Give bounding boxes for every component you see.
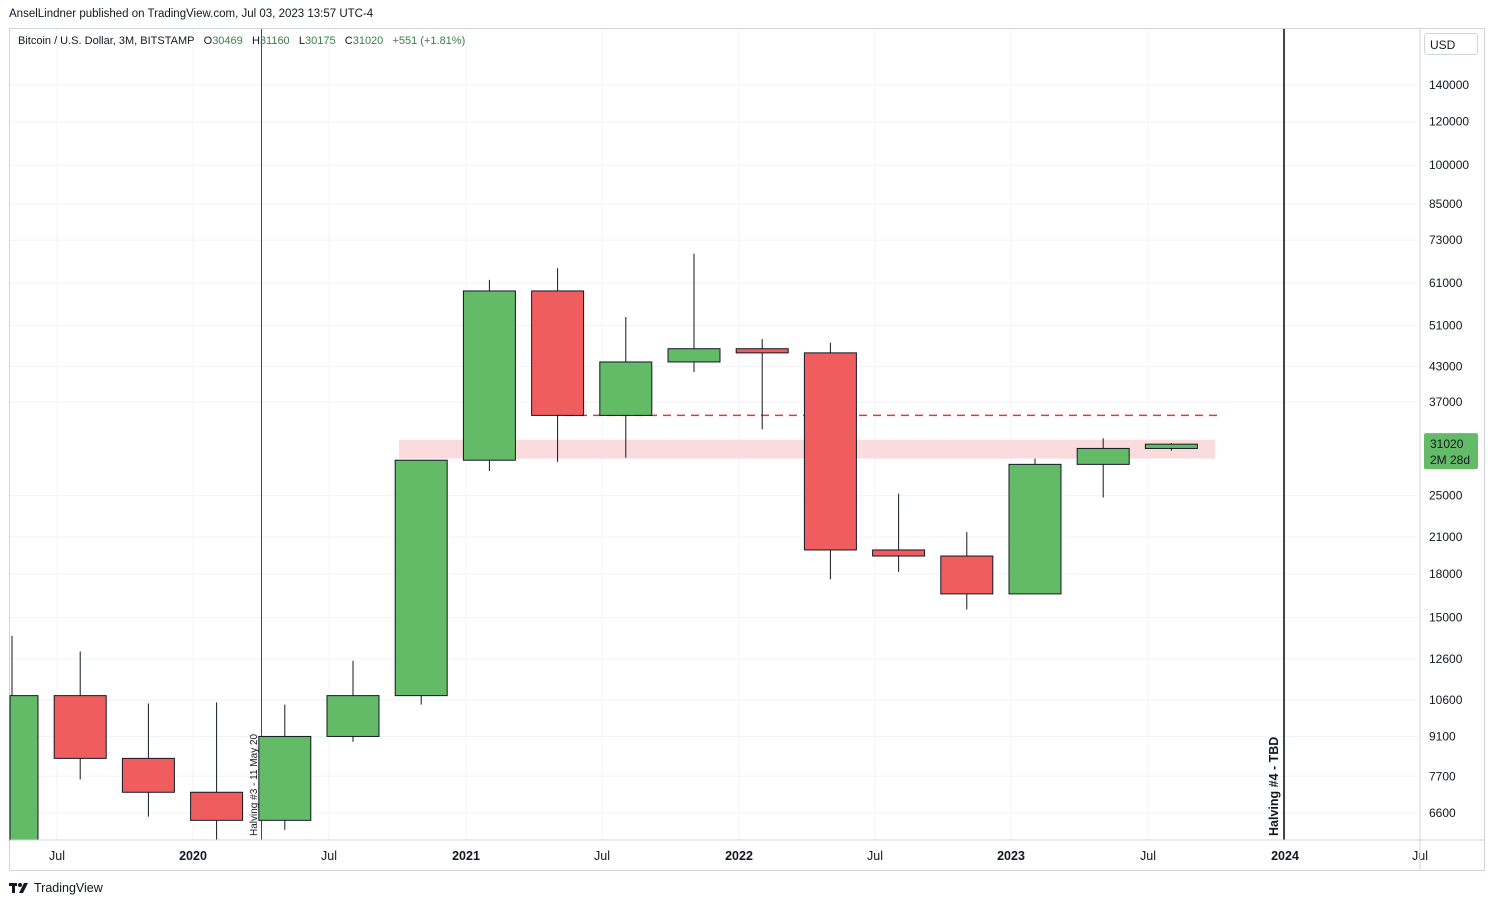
candle-body <box>735 348 789 354</box>
candle <box>326 660 380 742</box>
candle-body <box>803 352 857 551</box>
y-tick-label: 120000 <box>1429 115 1469 129</box>
y-tick-label: 6600 <box>1429 806 1456 820</box>
open-value: 30469 <box>212 35 243 47</box>
x-tick-label: Jul <box>321 849 337 863</box>
x-tick-label: 2024 <box>1271 849 1299 863</box>
high-value: 31160 <box>259 35 290 47</box>
candle-body <box>1008 463 1062 595</box>
open-label: O <box>203 35 213 47</box>
low-label: L <box>298 35 305 47</box>
x-tick-label: Jul <box>49 849 65 863</box>
y-tick-label: 12600 <box>1429 652 1463 666</box>
candle-body <box>53 695 107 759</box>
footer-brand-label: TradingView <box>34 881 103 895</box>
candle-body <box>667 348 721 363</box>
candle <box>531 268 585 462</box>
price-tag <box>1424 433 1478 470</box>
candle <box>1008 458 1062 595</box>
halving-4-label: Halving #4 - TBD <box>1267 737 1281 836</box>
candle <box>462 279 516 472</box>
candle-body <box>258 735 312 821</box>
candle <box>599 316 653 458</box>
y-tick-label: 43000 <box>1429 359 1463 373</box>
candle <box>872 493 926 572</box>
countdown-label: 2M 28d <box>1430 453 1470 467</box>
low-value: 30175 <box>304 35 336 47</box>
close-label: C <box>344 35 353 47</box>
high-label: H <box>251 35 260 47</box>
candle <box>394 459 448 705</box>
candle-body <box>190 791 244 821</box>
current-price-label: 31020 <box>1430 437 1464 451</box>
candle <box>667 253 721 372</box>
x-tick-label: 2023 <box>997 849 1025 863</box>
currency-button[interactable]: USD <box>1424 33 1478 55</box>
footer-brand[interactable]: TradingView <box>9 881 103 895</box>
candle <box>735 339 789 430</box>
halving-3-label: Halving #3 - 11 May 20 <box>249 733 260 836</box>
candle-body <box>9 695 39 841</box>
candle <box>121 703 175 817</box>
candle-body <box>940 555 994 595</box>
candle <box>258 704 312 830</box>
x-tick-label: Jul <box>1140 849 1156 863</box>
y-tick-label: 21000 <box>1429 530 1463 544</box>
change-value: +551 (+1.81%) <box>392 35 466 47</box>
candle-body <box>531 290 585 416</box>
candle-body <box>462 290 516 461</box>
y-tick-label: 25000 <box>1429 489 1463 503</box>
candle-body <box>1144 443 1198 449</box>
y-tick-label: 7700 <box>1429 769 1456 783</box>
candle <box>803 342 857 580</box>
symbol-name: Bitcoin / U.S. Dollar, 3M, BITSTAMP <box>18 35 195 47</box>
candle-body <box>394 459 448 697</box>
chart-frame[interactable] <box>9 28 1485 871</box>
y-tick-label: 18000 <box>1429 567 1463 581</box>
candle <box>190 702 244 840</box>
x-tick-label: 2021 <box>452 849 480 863</box>
published-info: AnselLindner published on TradingView.co… <box>9 8 374 20</box>
candle <box>53 651 107 780</box>
candle-body <box>121 757 175 793</box>
candle-body <box>1076 447 1130 465</box>
y-tick-label: 51000 <box>1429 319 1463 333</box>
x-tick-label: 2020 <box>179 849 207 863</box>
candle <box>1144 443 1198 451</box>
x-tick-label: Jul <box>594 849 610 863</box>
y-tick-label: 85000 <box>1429 197 1463 211</box>
y-tick-label: 61000 <box>1429 276 1463 290</box>
candle-body <box>599 361 653 416</box>
y-tick-label: 100000 <box>1429 158 1469 172</box>
y-tick-label: 37000 <box>1429 395 1463 409</box>
close-value: 31020 <box>352 35 384 47</box>
x-tick-label: Jul <box>867 849 883 863</box>
x-tick-label: 2022 <box>725 849 753 863</box>
symbol-legend: Bitcoin / U.S. Dollar, 3M, BITSTAMP O304… <box>18 35 465 47</box>
candle <box>1076 438 1130 498</box>
candle-body <box>872 549 926 557</box>
candle-body <box>326 695 380 737</box>
y-tick-label: 9100 <box>1429 729 1456 743</box>
y-tick-label: 140000 <box>1429 78 1469 92</box>
candle <box>9 635 39 841</box>
candle <box>940 532 994 610</box>
y-tick-label: 15000 <box>1429 610 1463 624</box>
y-tick-label: 73000 <box>1429 233 1463 247</box>
y-tick-label: 10600 <box>1429 693 1463 707</box>
tradingview-logo-icon <box>9 883 28 893</box>
